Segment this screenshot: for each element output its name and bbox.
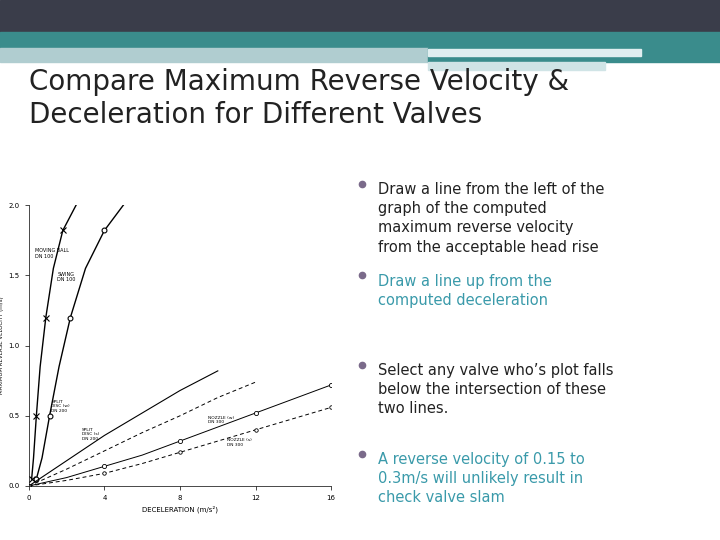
Bar (428, 49, 641, 56)
Bar (428, 62, 605, 70)
Text: SPLIT
DISC (w)
DN 200: SPLIT DISC (w) DN 200 (52, 400, 70, 413)
Text: MOVING BALL
DN 100: MOVING BALL DN 100 (35, 248, 69, 259)
Text: NOZZLE (w)
DN 300: NOZZLE (w) DN 300 (208, 416, 235, 424)
Text: SPLIT
DISC (s)
DN 200: SPLIT DISC (s) DN 200 (82, 428, 99, 441)
Bar (0, 32, 720, 49)
Text: Select any valve who’s plot falls
below the intersection of these
two lines.: Select any valve who’s plot falls below … (378, 363, 613, 416)
X-axis label: DECELERATION (m/s²): DECELERATION (m/s²) (142, 505, 218, 512)
Text: Draw a line from the left of the
graph of the computed
maximum reverse velocity
: Draw a line from the left of the graph o… (378, 182, 604, 254)
Bar (0, 48, 428, 62)
Y-axis label: MAXIMUM REVERSE VELOCITY (m/s): MAXIMUM REVERSE VELOCITY (m/s) (0, 297, 4, 394)
Text: SWING
DN 100: SWING DN 100 (57, 272, 76, 282)
Text: Compare Maximum Reverse Velocity &
Deceleration for Different Valves: Compare Maximum Reverse Velocity & Decel… (29, 68, 569, 129)
Bar (0, 0, 720, 33)
Text: Draw a line up from the
computed deceleration: Draw a line up from the computed deceler… (378, 274, 552, 308)
Text: NOZZLE (s)
DN 300: NOZZLE (s) DN 300 (228, 438, 252, 447)
Bar (428, 48, 720, 62)
Text: A reverse velocity of 0.15 to
0.3m/s will unlikely result in
check valve slam: A reverse velocity of 0.15 to 0.3m/s wil… (378, 452, 585, 505)
